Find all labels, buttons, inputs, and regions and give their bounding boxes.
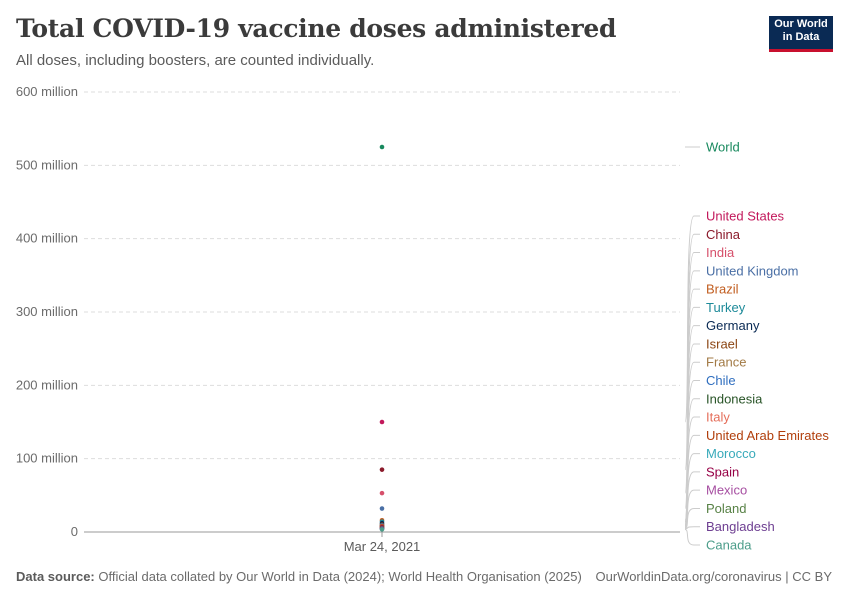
y-tick-label: 500 million [16,157,78,172]
legend-label-israel[interactable]: Israel [706,336,738,351]
y-tick-label: 600 million [16,84,78,99]
legend-connector [684,528,700,546]
legend-label-world[interactable]: World [706,140,740,155]
logo-line-1: Our World [774,18,828,30]
legend-label-india[interactable]: India [706,245,735,260]
data-point-world[interactable] [379,144,385,150]
y-tick-label: 100 million [16,451,78,466]
legend-label-france[interactable]: France [706,355,746,370]
source-url[interactable]: OurWorldinData.org/coronavirus | CC BY [595,569,832,584]
data-points [379,144,385,532]
y-tick-label: 300 million [16,304,78,319]
legend-connectors [684,146,700,546]
legend-label-united-kingdom[interactable]: United Kingdom [706,263,799,278]
legend-label-chile[interactable]: Chile [706,373,736,388]
legend: World United States China India United Kingd… [706,140,829,553]
chart-title: Total COVID-19 vaccine doses administere… [16,14,617,43]
data-point-united-states[interactable] [379,419,385,425]
legend-label-united-states[interactable]: United States [706,209,785,224]
y-tick-label: 400 million [16,231,78,246]
chart-subtitle: All doses, including boosters, are count… [16,52,375,69]
legend-label-poland[interactable]: Poland [706,501,746,516]
data-point-united-kingdom[interactable] [379,506,385,511]
data-source: Data source: Official data collated by O… [16,569,582,584]
y-axis-ticks: 0 100 million 200 million 300 million 400 mi… [16,84,78,539]
legend-connector [684,526,700,530]
legend-label-turkey[interactable]: Turkey [706,300,746,315]
legend-label-bangladesh[interactable]: Bangladesh [706,519,775,534]
y-tick-label: 200 million [16,377,78,392]
legend-label-indonesia[interactable]: Indonesia [706,391,763,406]
source-label: Data source: [16,569,95,584]
legend-label-mexico[interactable]: Mexico [706,483,747,498]
gridlines [84,91,680,460]
y-tick-label: 0 [71,524,78,539]
data-point-canada[interactable] [379,527,385,532]
data-point-india[interactable] [379,490,385,496]
x-tick-label: Mar 24, 2021 [344,539,421,554]
owid-logo[interactable]: Our World in Data [769,16,833,52]
legend-label-spain[interactable]: Spain [706,464,739,479]
source-text[interactable]: Official data collated by Our World in D… [98,569,582,584]
legend-label-germany[interactable]: Germany [706,318,760,333]
legend-label-china[interactable]: China [706,227,741,242]
legend-label-brazil[interactable]: Brazil [706,282,739,297]
data-point-china[interactable] [379,467,385,472]
legend-connector [684,507,700,529]
legend-label-united-arab-emirates[interactable]: United Arab Emirates [706,428,829,443]
legend-label-morocco[interactable]: Morocco [706,446,756,461]
logo-line-2: in Data [782,31,820,43]
x-axis: Mar 24, 2021 [84,531,680,554]
legend-label-italy[interactable]: Italy [706,410,730,425]
legend-label-canada[interactable]: Canada [706,538,752,553]
